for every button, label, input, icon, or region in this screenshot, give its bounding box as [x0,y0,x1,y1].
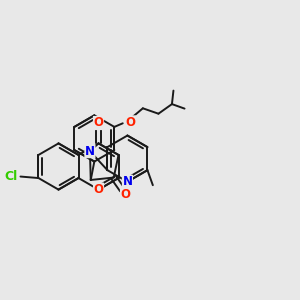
Text: O: O [121,188,130,201]
Text: Cl: Cl [5,170,18,183]
Text: O: O [94,183,103,196]
Text: O: O [94,116,103,130]
Text: N: N [122,175,132,188]
Text: N: N [85,145,95,158]
Text: O: O [126,116,136,129]
